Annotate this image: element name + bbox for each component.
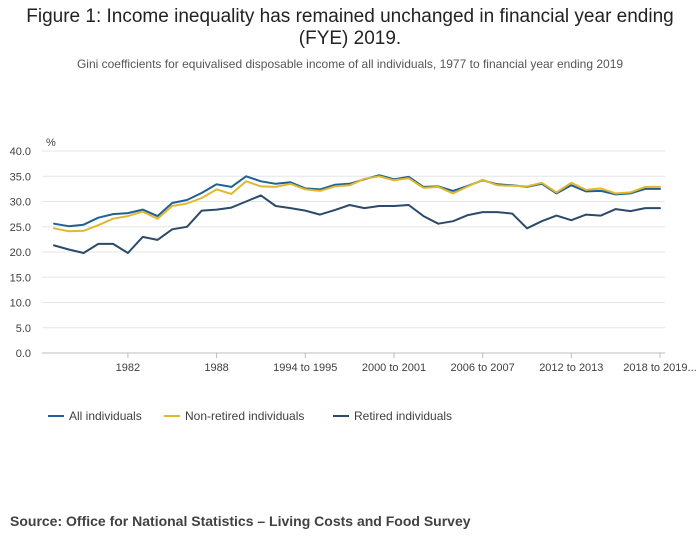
legend-label: All individuals xyxy=(69,409,142,423)
x-tick-label: 2006 to 2007 xyxy=(451,362,515,374)
x-tick-label: 1988 xyxy=(204,362,228,374)
chart-title: Figure 1: Income inequality has remained… xyxy=(26,6,674,49)
x-tick-label: 2012 to 2013 xyxy=(539,362,603,374)
x-tick-label: 2000 to 2001 xyxy=(362,362,426,374)
chart-subtitle: Gini coefficients for equivalised dispos… xyxy=(76,57,624,71)
x-tick-label: 1982 xyxy=(116,362,140,374)
x-tick-label: 1994 to 1995 xyxy=(273,362,337,374)
y-axis-unit: % xyxy=(46,137,56,149)
y-tick-label: 30.0 xyxy=(10,197,31,209)
y-tick-label: 10.0 xyxy=(10,298,31,310)
series-line xyxy=(53,175,661,233)
y-tick-label: 35.0 xyxy=(10,171,31,183)
series-line xyxy=(53,194,661,254)
y-tick-label: 5.0 xyxy=(16,323,31,335)
x-tick-label: 2018 to 2019... xyxy=(623,362,696,374)
y-tick-label: 0.0 xyxy=(16,348,31,360)
y-tick-label: 25.0 xyxy=(10,222,31,234)
y-tick-label: 40.0 xyxy=(10,146,31,158)
legend-label: Non-retired individuals xyxy=(185,409,304,423)
source-note: Source: Office for National Statistics –… xyxy=(10,513,471,529)
y-tick-label: 20.0 xyxy=(10,247,31,259)
y-tick-label: 15.0 xyxy=(10,272,31,284)
legend-label: Retired individuals xyxy=(354,409,452,423)
